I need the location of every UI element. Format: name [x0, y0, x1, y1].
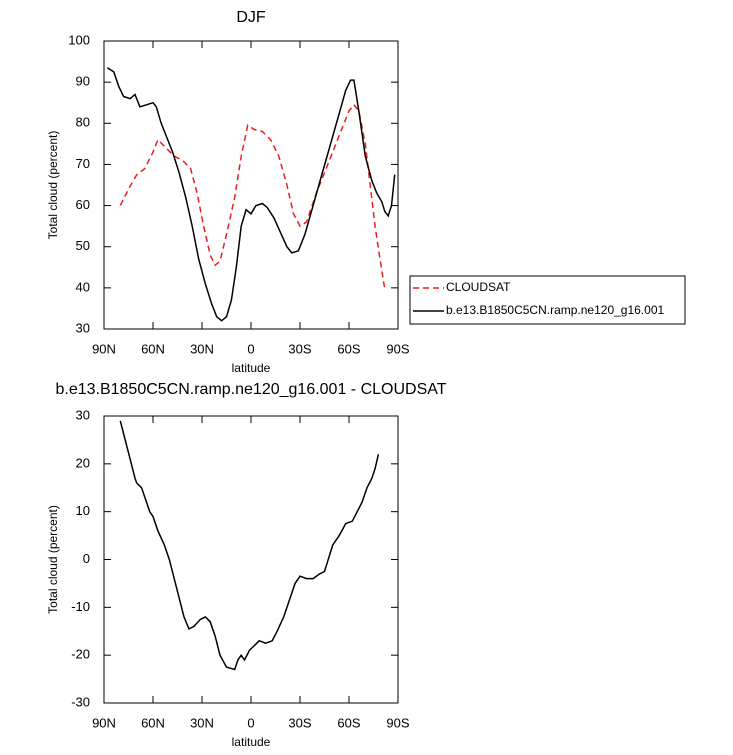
- series-line: [119, 420, 380, 671]
- x-tick-label: 0: [247, 341, 254, 356]
- y-tick-label: 20: [76, 455, 90, 470]
- y-tick-label: -10: [71, 599, 90, 614]
- y-tick-label: 10: [76, 503, 90, 518]
- y-tick-label: 70: [76, 156, 90, 171]
- x-tick-label: 30N: [190, 341, 214, 356]
- y-tick-label: 60: [76, 197, 90, 212]
- y-tick-label: 100: [68, 32, 90, 47]
- x-axis-label: latitude: [232, 361, 271, 375]
- x-tick-label: 90N: [92, 341, 116, 356]
- y-tick-label: 30: [76, 320, 90, 335]
- y-tick-label: 40: [76, 279, 90, 294]
- y-tick-label: -20: [71, 647, 90, 662]
- y-tick-label: 30: [76, 407, 90, 422]
- y-axis-label: Total cloud (percent): [46, 131, 60, 240]
- x-tick-label: 90S: [386, 341, 409, 356]
- x-tick-label: 30S: [288, 341, 311, 356]
- y-tick-label: 0: [83, 551, 90, 566]
- x-axis-label: latitude: [232, 735, 271, 749]
- x-tick-label: 60S: [337, 715, 360, 730]
- series-line: [119, 103, 386, 291]
- y-tick-label: 90: [76, 74, 90, 89]
- x-tick-label: 90S: [386, 715, 409, 730]
- chart-title: DJF: [236, 9, 266, 26]
- x-tick-label: 60S: [337, 341, 360, 356]
- x-tick-label: 30S: [288, 715, 311, 730]
- y-axis-label: Total cloud (percent): [46, 505, 60, 614]
- legend-label: CLOUDSAT: [446, 280, 511, 294]
- y-tick-label: 80: [76, 115, 90, 130]
- x-tick-label: 60N: [141, 715, 165, 730]
- legend-box: [409, 275, 686, 325]
- legend-label: b.e13.B1850C5CN.ramp.ne120_g16.001: [446, 303, 664, 317]
- chart-title: b.e13.B1850C5CN.ramp.ne120_g16.001 - CLO…: [55, 381, 446, 398]
- y-tick-label: 50: [76, 238, 90, 253]
- x-tick-label: 0: [247, 715, 254, 730]
- y-tick-label: -30: [71, 694, 90, 709]
- series-line: [106, 67, 396, 322]
- x-tick-label: 90N: [92, 715, 116, 730]
- x-tick-label: 30N: [190, 715, 214, 730]
- plot-frame: [103, 415, 399, 704]
- x-tick-label: 60N: [141, 341, 165, 356]
